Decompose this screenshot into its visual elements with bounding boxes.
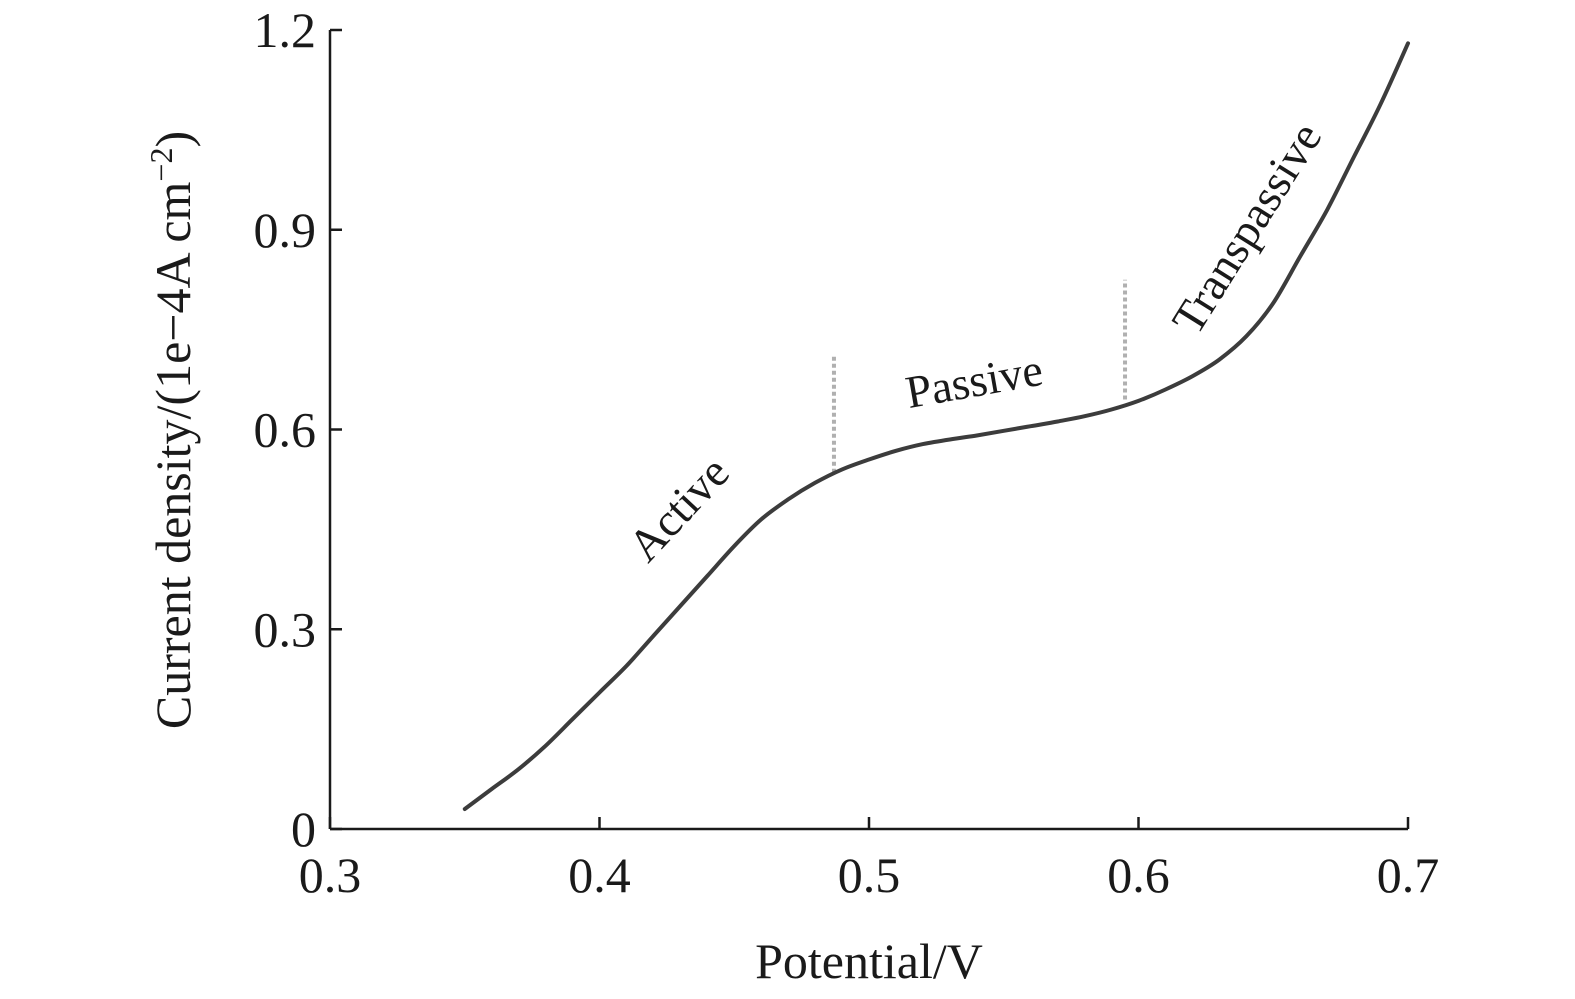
y-tick-label: 0 (291, 801, 316, 857)
x-tick-label: 0.3 (299, 847, 362, 903)
x-tick-label: 0.5 (838, 847, 901, 903)
x-axis-title: Potential/V (755, 933, 983, 989)
region-label-active: Active (618, 447, 739, 571)
region-boundaries (831, 279, 1128, 473)
y-axis-title-close: ) (145, 131, 201, 148)
region-label-transpassive: Transpassive (1162, 114, 1332, 343)
x-ticks: 0.3 0.4 0.5 0.6 0.7 (299, 817, 1440, 903)
axes (328, 30, 1408, 831)
y-ticks: 0 0.3 0.6 0.9 1.2 (254, 2, 342, 857)
x-tick-label: 0.6 (1107, 847, 1170, 903)
y-axis-title-main: Current density/(1e−4A cm (145, 181, 201, 729)
y-tick-label: 0.9 (254, 202, 317, 258)
y-tick-label: 1.2 (254, 2, 317, 58)
polarization-curve (462, 41, 1410, 811)
x-tick-label: 0.4 (568, 847, 631, 903)
y-tick-label: 0.6 (254, 402, 317, 458)
y-axis-title: Current density/(1e−4A cm−2) (143, 131, 201, 729)
y-tick-label: 0.3 (254, 601, 317, 657)
y-axis-title-superscript: −2 (143, 148, 179, 182)
region-label-passive: Passive (902, 344, 1047, 418)
x-tick-label: 0.7 (1377, 847, 1440, 903)
region-annotations: Active Passive Transpassive (618, 114, 1331, 572)
